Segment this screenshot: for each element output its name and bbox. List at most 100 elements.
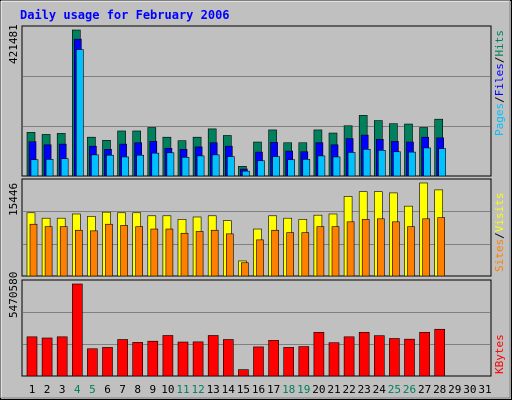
- bar-sites-day-22: [346, 221, 355, 277]
- x-tick-label-20: 20: [312, 383, 325, 396]
- x-tick-label-16: 16: [252, 383, 265, 396]
- x-tick-label-31: 31: [478, 383, 491, 396]
- bar-kbytes-day-7: [117, 339, 128, 377]
- bar-kbytes-day-23: [358, 331, 370, 377]
- bar-kbytes-day-28: [434, 328, 446, 377]
- bar-kbytes-day-12: [192, 341, 204, 377]
- panel-3-legend: KBytes: [493, 334, 506, 374]
- x-tick-label-11: 11: [176, 383, 189, 396]
- legend-separator: /: [493, 57, 506, 64]
- bar-kbytes-day-19: [298, 346, 310, 377]
- x-tick-label-14: 14: [222, 383, 236, 396]
- bar-sites-day-2: [44, 226, 53, 277]
- legend-kbytes: KBytes: [493, 334, 506, 374]
- bar-sites-day-21: [331, 226, 340, 277]
- bar-sites-day-5: [90, 230, 98, 277]
- bar-sites-day-9: [150, 228, 159, 277]
- bar-sites-day-26: [407, 226, 415, 277]
- bar-pages-day-17: [272, 156, 280, 177]
- bar-pages-day-26: [408, 151, 416, 177]
- bar-sites-day-25: [392, 221, 400, 277]
- bar-sites-day-27: [422, 218, 430, 277]
- x-tick-label-21: 21: [327, 383, 340, 396]
- bar-pages-day-28: [438, 148, 447, 177]
- bar-sites-day-6: [105, 223, 113, 277]
- x-tick-label-22: 22: [342, 383, 355, 396]
- legend-separator: /: [493, 232, 506, 239]
- x-tick-label-2: 2: [44, 383, 51, 396]
- bar-kbytes-day-15: [238, 369, 249, 377]
- bar-kbytes-day-13: [207, 335, 219, 377]
- bar-pages-day-21: [332, 156, 341, 177]
- x-tick-label-4: 4: [74, 383, 81, 396]
- bar-sites-day-7: [120, 225, 128, 277]
- bar-kbytes-day-1: [26, 336, 38, 377]
- bar-sites-day-12: [195, 231, 204, 277]
- bar-kbytes-day-18: [283, 347, 295, 377]
- bar-kbytes-day-22: [343, 336, 355, 377]
- x-tick-label-30: 30: [463, 383, 476, 396]
- bar-pages-day-24: [377, 150, 386, 177]
- bar-sites-day-24: [376, 218, 385, 277]
- bar-pages-day-14: [227, 156, 235, 177]
- bar-kbytes-day-2: [41, 337, 53, 377]
- bar-pages-day-23: [362, 149, 371, 177]
- x-tick-label-15: 15: [237, 383, 250, 396]
- bar-sites-day-15: [241, 262, 249, 277]
- panel-2-legend: Sites/Visits: [493, 193, 506, 273]
- bar-kbytes-day-8: [132, 342, 143, 377]
- bar-sites-day-1: [29, 223, 38, 277]
- chart-title: Daily usage for February 2006: [20, 8, 230, 22]
- legend-hits: Hits: [493, 30, 506, 57]
- x-tick-label-9: 9: [149, 383, 156, 396]
- bar-kbytes-day-20: [313, 331, 325, 377]
- bar-sites-day-8: [135, 226, 143, 277]
- x-tick-label-10: 10: [161, 383, 174, 396]
- bar-sites-day-17: [271, 229, 279, 277]
- bar-kbytes-day-5: [87, 348, 98, 377]
- bar-kbytes-day-25: [389, 338, 400, 377]
- bar-pages-day-11: [181, 156, 190, 177]
- x-axis-labels: 1 2 3 4 5 6 7 8 9 10 11 12 13 14 15 16 17 18 19 20 21 22 23 24 2…: [29, 383, 492, 396]
- bar-sites-day-13: [210, 229, 219, 277]
- x-tick-label-29: 29: [448, 383, 461, 396]
- bar-kbytes-day-14: [223, 339, 234, 377]
- legend-pages: Pages: [493, 103, 506, 136]
- bar-kbytes-day-16: [253, 346, 264, 377]
- legend-separator: /: [493, 96, 506, 103]
- bar-sites-day-16: [256, 239, 264, 277]
- bar-pages-day-12: [196, 155, 205, 177]
- x-tick-label-23: 23: [358, 383, 371, 396]
- bar-pages-day-9: [151, 152, 160, 177]
- x-tick-label-26: 26: [403, 383, 416, 396]
- bar-pages-day-1: [30, 159, 39, 177]
- bar-sites-day-14: [226, 233, 234, 277]
- bar-sites-day-19: [301, 232, 310, 277]
- legend-sites: Sites: [493, 239, 506, 272]
- bar-pages-day-27: [423, 147, 431, 177]
- panel-3-max-label: 5470580: [7, 272, 20, 318]
- bar-pages-day-7: [121, 156, 129, 177]
- bar-pages-day-6: [106, 154, 114, 177]
- x-tick-label-5: 5: [89, 383, 96, 396]
- x-tick-label-7: 7: [119, 383, 126, 396]
- bar-sites-day-23: [361, 219, 370, 277]
- bar-kbytes-day-11: [177, 341, 189, 377]
- x-tick-label-25: 25: [388, 383, 401, 396]
- bar-pages-day-19: [302, 159, 311, 177]
- bar-kbytes-day-27: [419, 331, 430, 377]
- x-tick-label-28: 28: [433, 383, 446, 396]
- bar-pages-day-25: [393, 151, 401, 177]
- x-tick-label-12: 12: [191, 383, 204, 396]
- bar-pages-day-16: [257, 160, 265, 177]
- bar-kbytes-day-21: [328, 342, 340, 377]
- bar-sites-day-11: [180, 232, 189, 277]
- x-tick-label-18: 18: [282, 383, 295, 396]
- bar-sites-day-20: [316, 226, 325, 277]
- bar-sites-day-18: [286, 232, 295, 277]
- bar-kbytes-day-17: [268, 340, 279, 377]
- legend-files: Files: [493, 63, 506, 96]
- bar-sites-day-3: [59, 226, 68, 277]
- bar-pages-day-2: [45, 159, 54, 177]
- bar-sites-day-28: [437, 217, 446, 277]
